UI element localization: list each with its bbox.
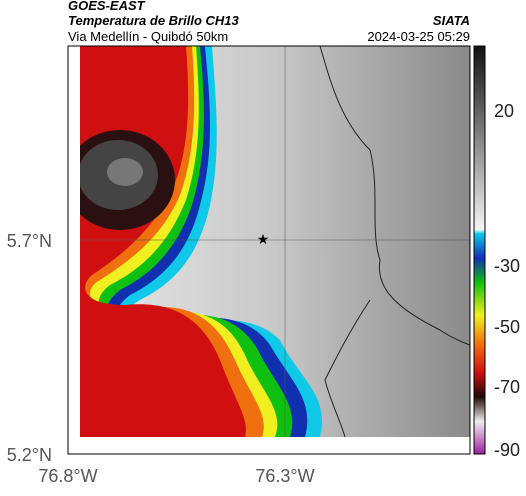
colorbar-label: -70 — [494, 377, 520, 397]
svg-text:★: ★ — [257, 231, 270, 247]
colorbar-label: -50 — [494, 317, 520, 337]
map-frame — [67, 45, 471, 455]
lon-label: 76.3°W — [255, 466, 314, 486]
colorbar-labels: 20 -30 -50 -70 -90 — [494, 101, 520, 460]
lon-label: 76.8°W — [38, 466, 97, 486]
lat-label: 5.2°N — [7, 445, 52, 465]
lat-label: 5.7°N — [7, 231, 52, 251]
map-image: ★ — [80, 46, 470, 437]
region: Via Medellín - Quibdó 50km — [68, 29, 228, 44]
colorbar-label: -90 — [494, 440, 520, 460]
colorbar-label: 20 — [494, 101, 514, 121]
colorbar — [473, 45, 486, 455]
source: SIATA — [433, 13, 470, 28]
subtitle: Temperatura de Brillo CH13 — [68, 13, 240, 28]
colorbar-label: -30 — [494, 256, 520, 276]
timestamp: 2024-03-25 05:29 — [367, 29, 470, 44]
title: GOES-EAST — [68, 0, 146, 13]
